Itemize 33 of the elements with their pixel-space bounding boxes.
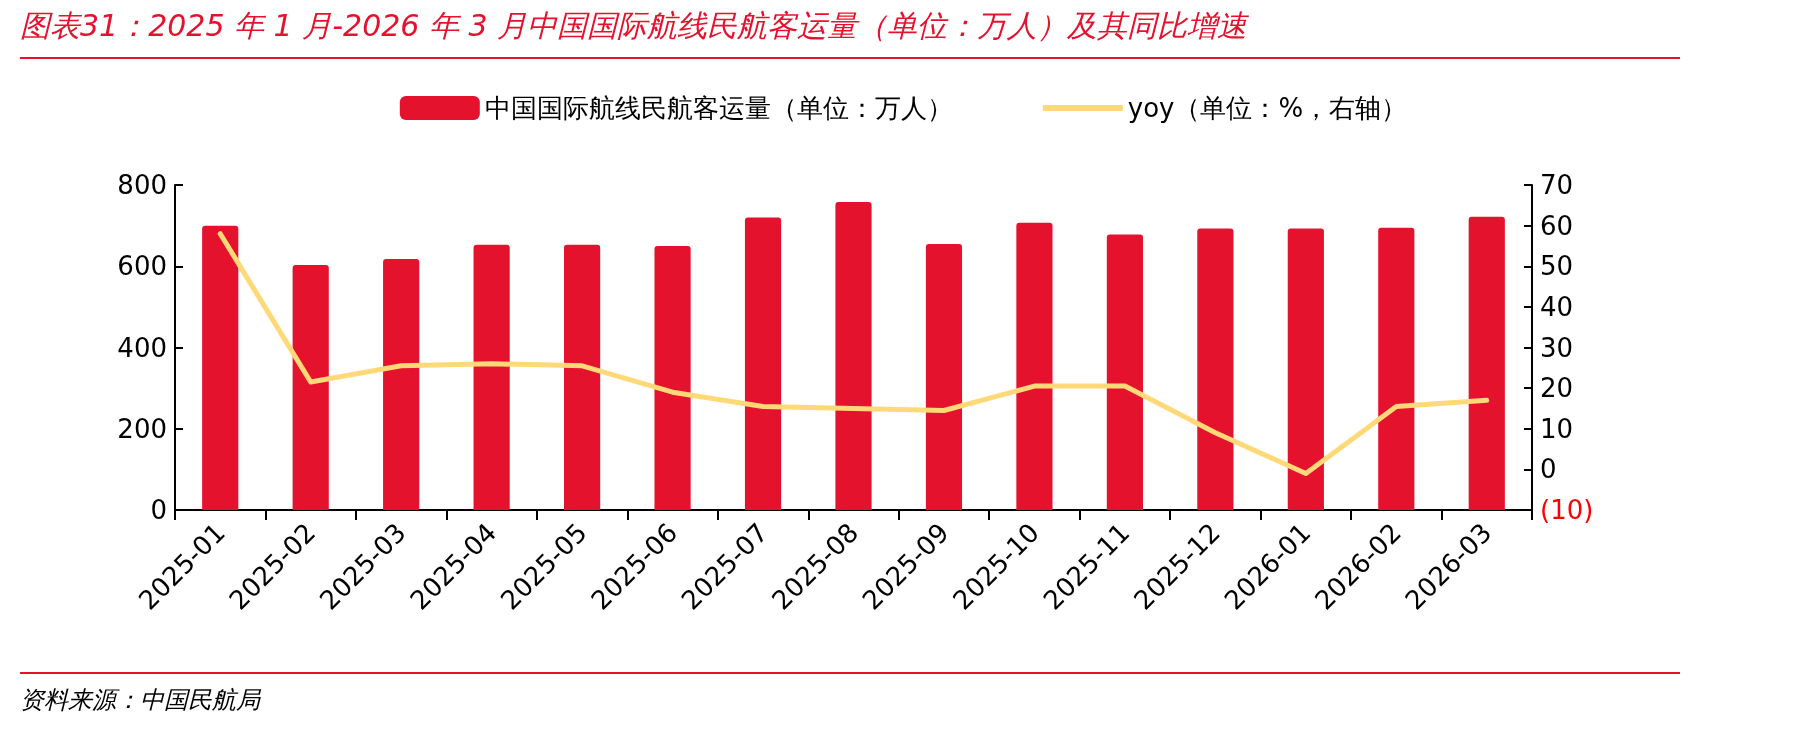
y-tick-label: 400 [117,332,167,363]
bar [383,258,420,510]
legend-label: yoy（单位：%，右轴） [1127,93,1408,123]
text: 资料来源：中国民航局 [20,672,1680,716]
y2-tick-label: 40 [1540,291,1574,322]
y2-tick-label: 30 [1540,332,1574,363]
y2-tick-label: 0 [1540,454,1557,485]
bar [473,244,510,510]
chart-title: 图表31：2025 年 1 月-2026 年 3 月中国国际航线民航客运量（单位：万人）及其同比增速 [20,6,1680,59]
bar [1106,234,1143,510]
y-tick-label: 600 [117,251,167,282]
y-tick-label: 800 [117,170,167,200]
bar [564,244,601,510]
bar [1016,222,1053,510]
y2-tick-label: 70 [1540,170,1574,200]
bar [1468,216,1505,510]
bar [925,243,963,510]
bar [292,265,329,510]
y-tick-label: 200 [117,413,167,444]
y-tick-label: 0 [150,495,167,525]
y2-tick-label: 50 [1540,251,1574,282]
legend-label: 中国国际航线民航客运量（单位：万人） [484,93,953,123]
bar [835,202,872,510]
y2-tick-label: 20 [1540,373,1574,404]
y2-tick-label: (10) [1540,495,1594,525]
y2-tick-label: 10 [1540,413,1574,444]
bar [1287,228,1324,510]
bar [1197,228,1234,510]
bar [1378,227,1415,510]
bar [744,217,782,510]
bar [202,225,239,510]
bar [654,245,691,510]
y2-tick-label: 60 [1540,210,1574,241]
